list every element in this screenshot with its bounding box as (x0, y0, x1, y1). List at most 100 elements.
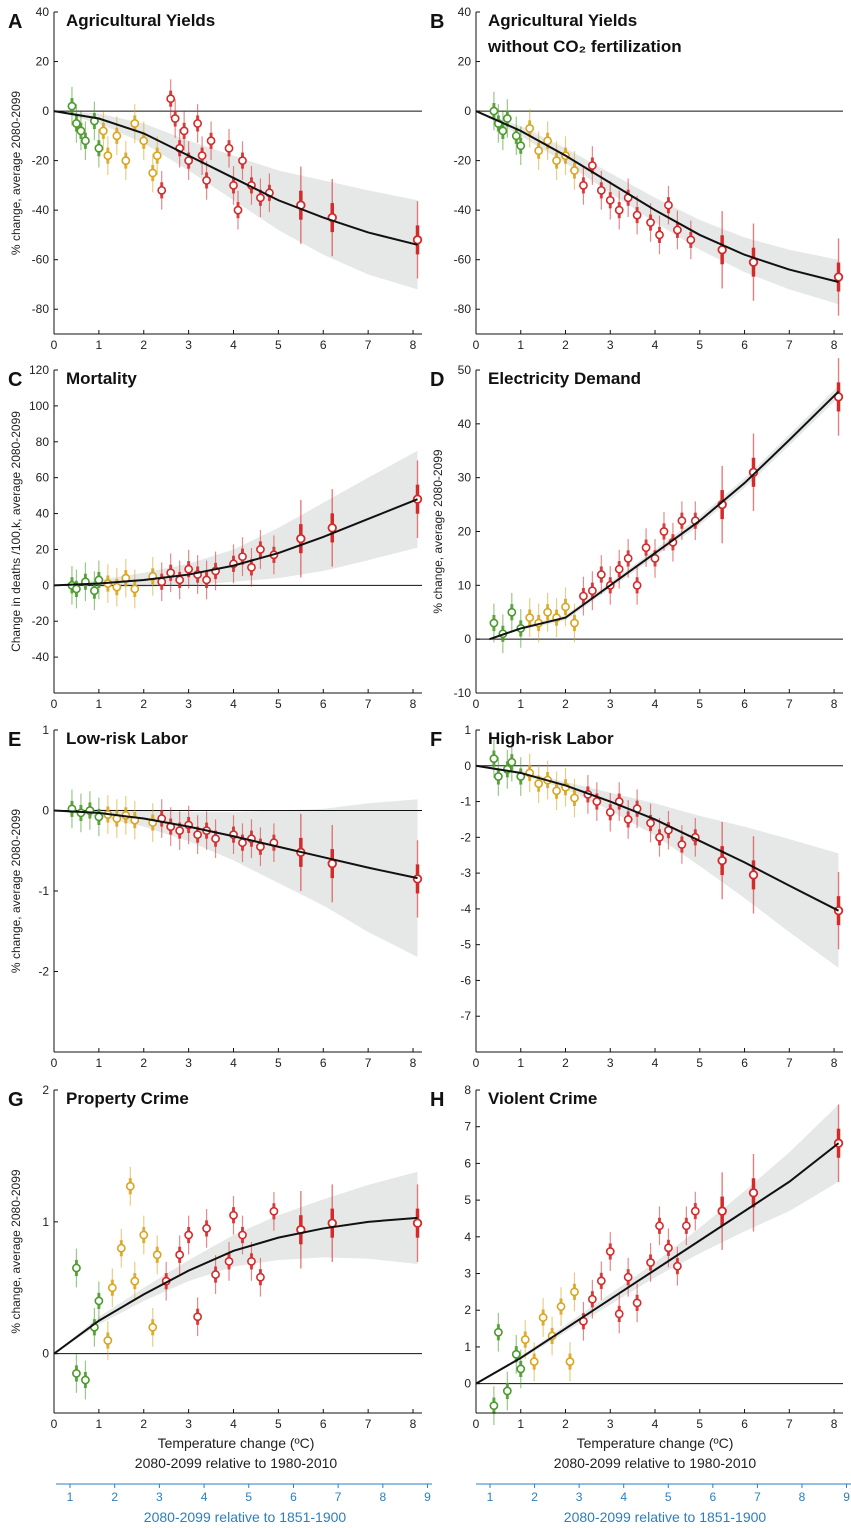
data-point (632, 580, 642, 590)
data-point (193, 830, 203, 840)
data-point (256, 842, 265, 852)
y-tick-label: 40 (458, 417, 472, 431)
y-tick-label: -20 (454, 154, 472, 168)
data-point (202, 575, 211, 585)
y-tick-label: 0 (464, 1377, 471, 1391)
data-point (76, 126, 86, 136)
y-tick-label: -6 (460, 973, 471, 987)
fit-line (53, 110, 418, 246)
panel-f: 1 0 -1 -2 -3 -4 -5 -6 -7 0 1 2 3 4 5 6 7 8 F High-risk Labo… (430, 723, 844, 1070)
x-tick-label: 3 (185, 697, 192, 711)
y-tick-label: -2 (38, 965, 49, 979)
data-point (511, 1349, 521, 1359)
data-point (655, 832, 664, 842)
confidence-band (476, 111, 839, 305)
panel-letter: C (8, 369, 22, 391)
y-tick-label: -80 (32, 302, 50, 316)
data-point (247, 1256, 256, 1266)
panel-letter: D (430, 369, 444, 391)
y-tick-label: 0 (464, 632, 471, 646)
data-point (673, 1261, 682, 1271)
fit-line (53, 1216, 418, 1355)
x-tick-label: 2 (140, 1056, 147, 1070)
y-tick-label: 1 (42, 1215, 49, 1229)
data-point (116, 1243, 126, 1253)
data-point (664, 1243, 673, 1253)
y-tick-label: -60 (454, 253, 472, 267)
data-point (202, 176, 211, 185)
x-tick-label: 5 (275, 697, 282, 711)
confidence-band (54, 450, 418, 588)
y-tick-label: 3 (464, 1267, 471, 1281)
data-point (717, 855, 727, 866)
panel-e: 1 0 -1 -2 0 1 2 3 4 5 6 7 8 E Low-risk Labor % change, … (8, 723, 423, 1070)
preindustrial-tick-label: 4 (620, 1490, 627, 1504)
panel-title: Agricultural Yields (488, 11, 637, 30)
data-point (238, 838, 247, 848)
x-tick-label: 1 (96, 1056, 103, 1070)
y-tick-label: -80 (454, 302, 472, 316)
data-point (529, 1357, 539, 1367)
preindustrial-tick-label: 2 (531, 1490, 538, 1504)
data-point (211, 834, 220, 844)
data-point (170, 114, 180, 123)
data-point (570, 793, 579, 803)
y-tick-label: 1 (464, 723, 471, 737)
preindustrial-tick-label: 3 (576, 1490, 583, 1504)
confidence-band (54, 111, 418, 290)
data-point (184, 156, 194, 166)
data-point (655, 1221, 664, 1231)
data-point (112, 582, 122, 592)
data-point (570, 618, 579, 628)
y-tick-label: 5 (464, 1193, 471, 1207)
x-tick-label: 6 (741, 338, 748, 352)
x-tick-label: 8 (831, 1417, 838, 1431)
preindustrial-tick-label: 3 (156, 1490, 163, 1504)
panel-letter: A (8, 11, 22, 33)
data-point (623, 554, 633, 563)
y-tick-label: 6 (464, 1156, 471, 1170)
y-tick-label: 40 (458, 5, 472, 19)
data-point (412, 874, 423, 884)
data-point (520, 1335, 530, 1344)
data-point (229, 1210, 238, 1220)
data-point (412, 235, 423, 245)
data-point (543, 607, 553, 617)
data-point (103, 151, 113, 161)
data-point (327, 858, 337, 869)
preindustrial-tick-label: 9 (843, 1490, 850, 1504)
panel-h: 8 7 6 5 4 3 2 1 0 0 1 2 3 4 5 6 7 8 H Violent Crime (430, 1083, 844, 1431)
data-point (748, 1188, 759, 1198)
preindustrial-tick-label: 7 (754, 1490, 761, 1504)
fit-line (475, 1142, 840, 1385)
data-point (166, 568, 176, 578)
panel-letter: F (430, 729, 442, 751)
data-point (202, 1224, 211, 1233)
panel-letter: E (8, 729, 21, 751)
x-tick-label: 7 (786, 1056, 793, 1070)
y-tick-label: 20 (458, 525, 472, 539)
data-point (833, 272, 844, 282)
data-point (561, 602, 570, 612)
y-tick-label: -2 (460, 830, 471, 844)
data-point (681, 1221, 691, 1231)
x-tick-label: 2 (562, 338, 569, 352)
y-tick-label: 7 (464, 1120, 471, 1134)
y-tick-label: 0 (42, 104, 49, 118)
x-tick-label: 5 (696, 697, 703, 711)
data-point (570, 166, 579, 175)
data-point (489, 1401, 499, 1411)
fit-line (53, 809, 418, 880)
x-tick-label: 3 (607, 1417, 614, 1431)
data-point (605, 195, 615, 205)
data-point (525, 124, 535, 133)
panel-title: Low-risk Labor (66, 729, 188, 748)
data-point (614, 205, 624, 215)
data-point (502, 1386, 512, 1396)
xlabel-right-line2: 2080-2099 relative to 1980-2010 (554, 1455, 757, 1471)
data-point (516, 1364, 526, 1374)
y-tick-label: 20 (36, 55, 50, 69)
data-point (552, 156, 561, 166)
